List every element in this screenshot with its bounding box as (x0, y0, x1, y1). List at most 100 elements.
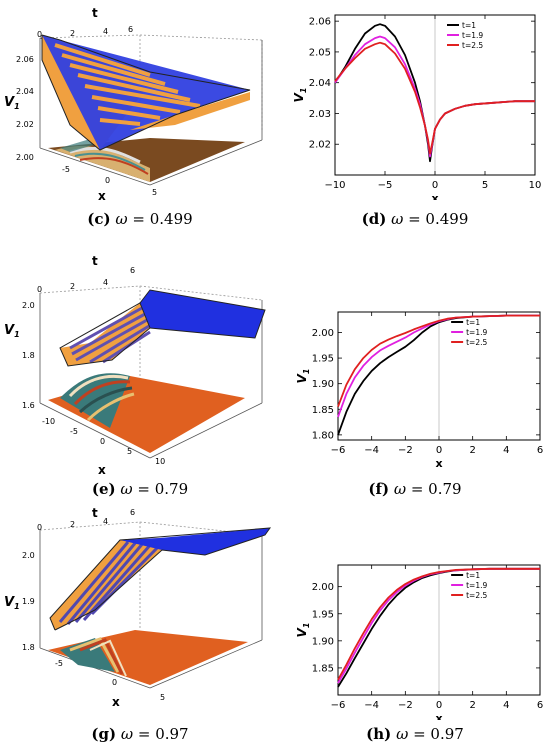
legend-label: t=2.5 (462, 41, 483, 50)
x-tick-label: −6 (331, 700, 346, 711)
v-axis-sub: 1 (14, 102, 20, 111)
omega-symbol: ω (393, 480, 407, 498)
surface-plot-c: t 0 2 4 6 2.06 2.04 2.02 2.00 -5 0 5 V1 … (4, 6, 263, 203)
y-axis-label: V1 (292, 88, 308, 103)
omega-symbol: ω (120, 725, 134, 743)
x-tick-label: 6 (537, 700, 543, 711)
v-axis-label: V (4, 323, 15, 338)
x-tick: 0 (112, 678, 117, 687)
x-tick-label: −4 (364, 700, 379, 711)
caption-g: (g) ω = 0.97 (80, 725, 200, 743)
y-tick-label: 1.90 (312, 636, 334, 647)
svg-text:V1: V1 (4, 595, 20, 611)
t-tick: 0 (37, 30, 42, 39)
y-tick-label: 1.95 (312, 609, 334, 620)
caption-letter: (d) (361, 210, 387, 228)
t-tick: 2 (70, 520, 75, 529)
v-axis-label: V (4, 95, 15, 110)
v-tick: 1.9 (22, 597, 35, 606)
x-tick-label: −2 (398, 700, 413, 711)
v-axis-label: V (4, 595, 15, 610)
x-axis-label: x (98, 189, 106, 203)
omega-symbol: ω (391, 210, 404, 228)
caption-value: = 0.499 (403, 210, 469, 228)
omega-symbol: ω (120, 480, 133, 498)
x-tick-label: −4 (364, 445, 379, 456)
line-chart-d: −10 −5 0 5 10 2.02 2.03 2.04 2.05 2.06 x V1 t=1t=1.9… (292, 14, 542, 200)
svg-text:V1: V1 (4, 323, 20, 339)
x-tick-label: −5 (378, 180, 393, 191)
y-tick-label: 1.90 (312, 379, 334, 390)
y-tick-label: 1.80 (312, 430, 334, 441)
legend-label: t=1.9 (462, 31, 483, 40)
series-line-t=2.5 (337, 567, 540, 681)
t-axis-label: t (92, 6, 98, 20)
x-tick: 5 (152, 188, 157, 197)
y-tick-label: 1.85 (312, 663, 334, 674)
x-tick-label: 2 (469, 445, 475, 456)
y-axis-label-main: V (295, 626, 309, 637)
t-tick: 6 (130, 266, 135, 275)
v-tick: 1.8 (22, 643, 35, 652)
x-tick: 0 (105, 176, 110, 185)
v-tick: 2.06 (16, 55, 34, 64)
t-axis-label: t (92, 506, 98, 520)
x-tick: 5 (127, 447, 132, 456)
caption-letter: (e) (91, 480, 116, 498)
x-tick: 5 (160, 693, 165, 702)
x-tick-label: −2 (398, 445, 413, 456)
omega-symbol: ω (115, 210, 128, 228)
caption-value: = 0.97 (133, 725, 189, 743)
y-axis-label-main: V (292, 91, 306, 102)
line-chart-f: −6 −4 −2 0 2 4 6 1.80 1.85 1.90 1.95 2.00 x V1 t=1t=1.… (295, 311, 543, 470)
v-tick: 1.8 (22, 351, 35, 360)
series-line-t=2.5 (337, 314, 540, 408)
caption-letter: (f) (368, 480, 390, 498)
x-axis-label: x (98, 463, 106, 477)
v-tick: 1.6 (22, 401, 35, 410)
x-tick-label: 10 (529, 180, 542, 191)
v-axis-sub: 1 (14, 330, 20, 339)
caption-value: = 0.499 (127, 210, 193, 228)
legend-label: t=1.9 (466, 328, 487, 337)
t-tick: 6 (128, 25, 133, 34)
x-axis-label: x (431, 192, 438, 200)
legend-label: t=1.9 (466, 581, 487, 590)
caption-value: = 0.79 (406, 480, 462, 498)
y-axis-label: V1 (295, 369, 311, 384)
caption-value: = 0.97 (408, 725, 464, 743)
y-axis-label: V1 (295, 623, 311, 638)
y-tick-label: 2.06 (309, 17, 331, 28)
y-tick-label: 2.00 (312, 328, 334, 339)
x-axis-label: x (112, 695, 120, 709)
x-tick-label: 4 (503, 445, 509, 456)
y-tick-label: 2.02 (309, 140, 331, 151)
legend-label: t=1 (462, 21, 476, 30)
x-tick: 10 (155, 457, 165, 466)
caption-d: (d) ω = 0.499 (355, 210, 475, 228)
v-tick: 2.0 (22, 301, 35, 310)
series-line-t=2.5 (334, 41, 535, 155)
x-axis-label: x (435, 457, 442, 470)
t-tick: 6 (130, 508, 135, 517)
legend-label: t=2.5 (466, 591, 487, 600)
v-axis-sub: 1 (14, 602, 20, 611)
omega-symbol: ω (396, 725, 409, 743)
caption-letter: (c) (87, 210, 111, 228)
y-axis-label-main: V (295, 372, 309, 383)
caption-f: (f) ω = 0.79 (355, 480, 475, 498)
t-tick: 2 (70, 282, 75, 291)
caption-e: (e) ω = 0.79 (80, 480, 200, 498)
v-tick: 2.0 (22, 551, 35, 560)
x-tick-label: 6 (537, 445, 543, 456)
x-tick: -5 (70, 427, 78, 436)
line-chart-h: −6 −4 −2 0 2 4 6 1.85 1.90 1.95 2.00 x V1 t=1t=1.9t=2… (295, 564, 543, 720)
x-tick: 0 (100, 437, 105, 446)
x-tick-label: 0 (432, 180, 438, 191)
surface-plot-e: t 0 2 4 6 2.0 1.8 1.6 -10 -5 0 5 10 V1 x (4, 254, 266, 477)
caption-h: (h) ω = 0.97 (355, 725, 475, 743)
x-tick-label: −6 (331, 445, 346, 456)
x-tick-label: 4 (503, 700, 509, 711)
caption-letter: (g) (91, 725, 117, 743)
y-axis-label-sub: 1 (299, 88, 308, 94)
